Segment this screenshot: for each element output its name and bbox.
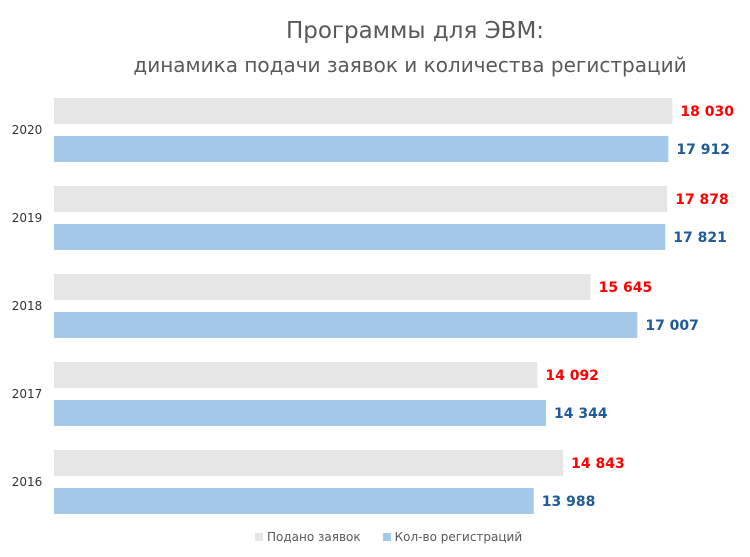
bar-applications: [54, 362, 538, 388]
bar-applications: [54, 450, 564, 476]
data-label: 14 344: [554, 406, 608, 422]
legend-item-registrations[interactable]: Кол-во регистраций: [382, 530, 523, 544]
legend-swatch: [382, 533, 391, 541]
legend-swatch: [255, 533, 263, 541]
bar-registrations: [54, 400, 546, 426]
legend-label: Кол-во регистраций: [394, 530, 523, 544]
category-label: 2017: [12, 387, 43, 401]
data-label: 17 821: [673, 230, 727, 246]
data-label: 14 843: [571, 456, 625, 472]
bar-applications: [54, 186, 668, 212]
data-label: 13 988: [542, 494, 596, 510]
bar-registrations: [54, 312, 638, 338]
bar-registrations: [54, 136, 669, 162]
data-label: 17 878: [675, 192, 729, 208]
data-label: 17 912: [676, 142, 730, 158]
bar-registrations: [54, 224, 666, 250]
data-label: 18 030: [680, 104, 734, 120]
bar-applications: [54, 274, 591, 300]
data-label: 15 645: [599, 280, 653, 296]
category-label: 2018: [12, 299, 43, 313]
data-label: 14 092: [545, 368, 599, 384]
legend-label: Подано заявок: [267, 530, 361, 544]
category-label: 2020: [12, 123, 43, 137]
bar-applications: [54, 98, 673, 124]
chart-title: Программы для ЭВМ:: [285, 18, 545, 44]
chart-subtitle: динамика подачи заявок и количества реги…: [133, 53, 687, 77]
legend-item-applications[interactable]: Подано заявок: [255, 530, 361, 544]
category-label: 2016: [12, 475, 43, 489]
bar-registrations: [54, 488, 534, 514]
category-label: 2019: [12, 211, 43, 225]
data-label: 17 007: [645, 318, 699, 334]
legend: Подано заявок Кол-во регистраций: [255, 530, 522, 544]
